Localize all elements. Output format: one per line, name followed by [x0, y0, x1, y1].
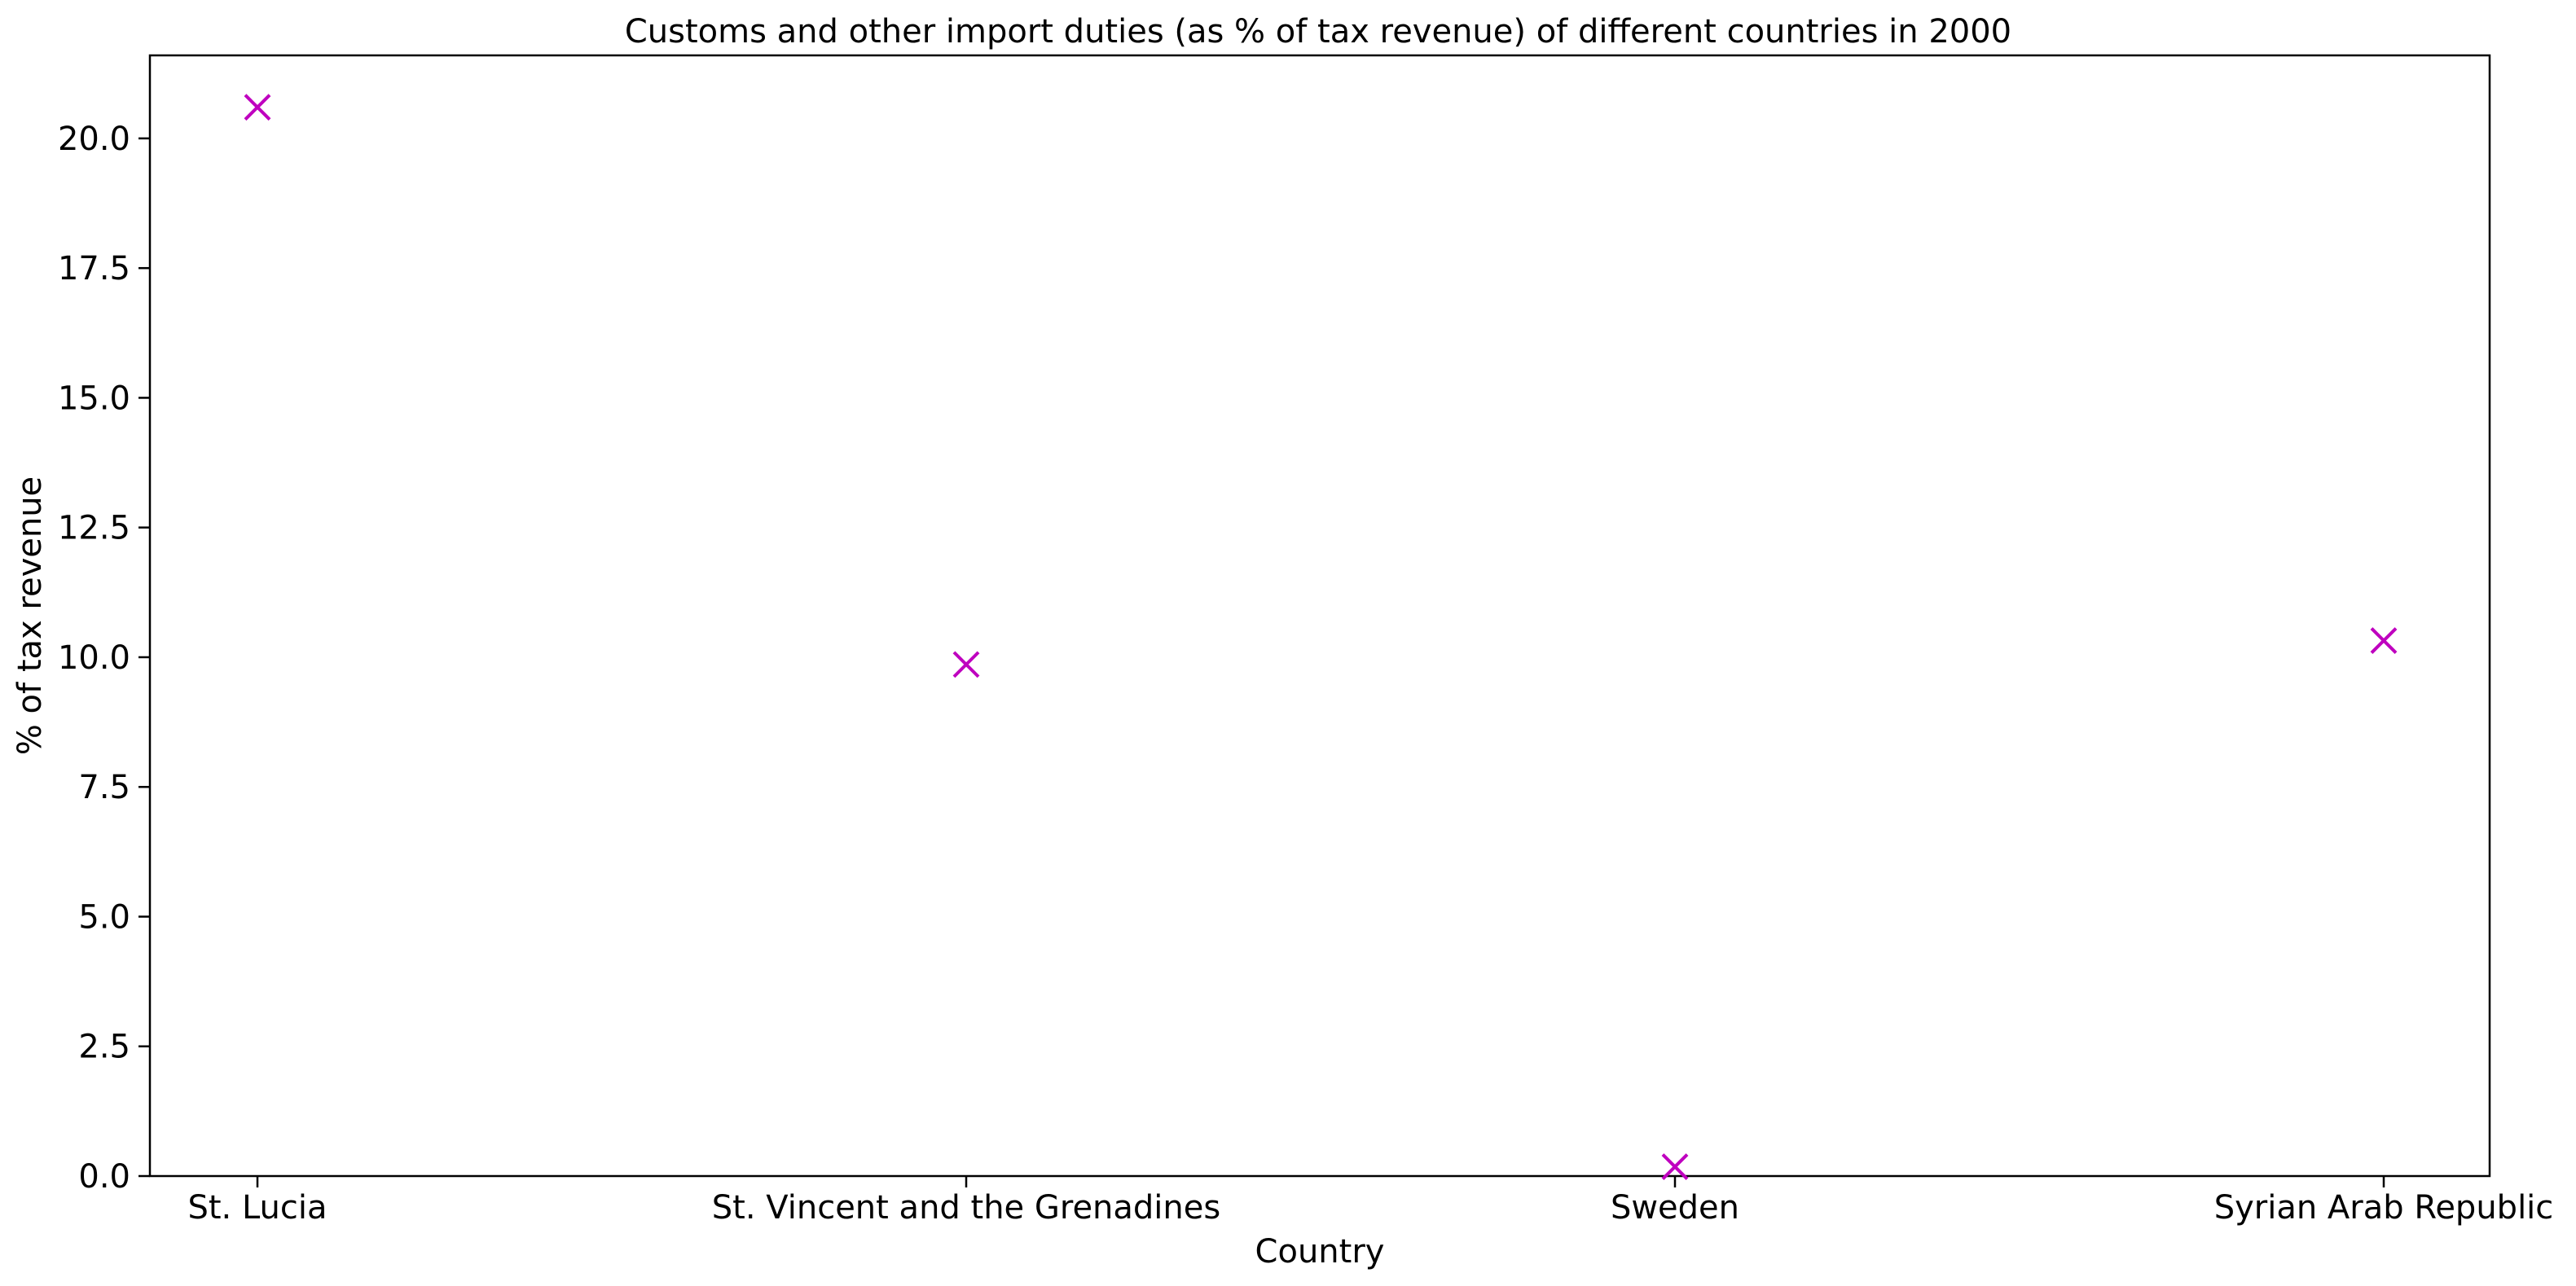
y-tick-label: 17.5	[58, 250, 130, 287]
plot-area	[148, 54, 2491, 1178]
x-tick-label: St. Lucia	[187, 1189, 327, 1227]
data-point-marker	[952, 651, 980, 678]
x-tick-label: St. Vincent and the Grenadines	[712, 1189, 1220, 1227]
y-tick-label: 7.5	[78, 769, 130, 806]
x-tick-label: Sweden	[1611, 1189, 1739, 1227]
y-tick-label: 20.0	[58, 121, 130, 158]
x-axis: St. Lucia St. Vincent and the Grenadines S…	[187, 1176, 2553, 1227]
y-tick-label: 10.0	[58, 639, 130, 677]
y-tick-label: 15.0	[58, 380, 130, 417]
data-point-marker	[1661, 1153, 1689, 1180]
data-points	[244, 94, 2398, 1180]
y-tick-label: 2.5	[78, 1029, 130, 1066]
plot-frame	[148, 54, 2491, 1178]
data-point-marker	[2370, 627, 2398, 654]
y-axis-label: % of tax revenue	[11, 476, 49, 755]
x-axis-label: Country	[1255, 1233, 1385, 1271]
x-tick-label: Syrian Arab Republic	[2214, 1189, 2554, 1227]
y-tick-label: 5.0	[78, 898, 130, 936]
y-tick-label: 12.5	[58, 510, 130, 547]
y-tick-label: 0.0	[78, 1158, 130, 1196]
chart-title: Customs and other import duties (as % of…	[625, 13, 2011, 50]
data-point-marker	[244, 94, 271, 121]
y-axis: 0.0 2.5 5.0 7.5 10.0 12.5 15.0 17.5 20.0	[58, 121, 150, 1196]
